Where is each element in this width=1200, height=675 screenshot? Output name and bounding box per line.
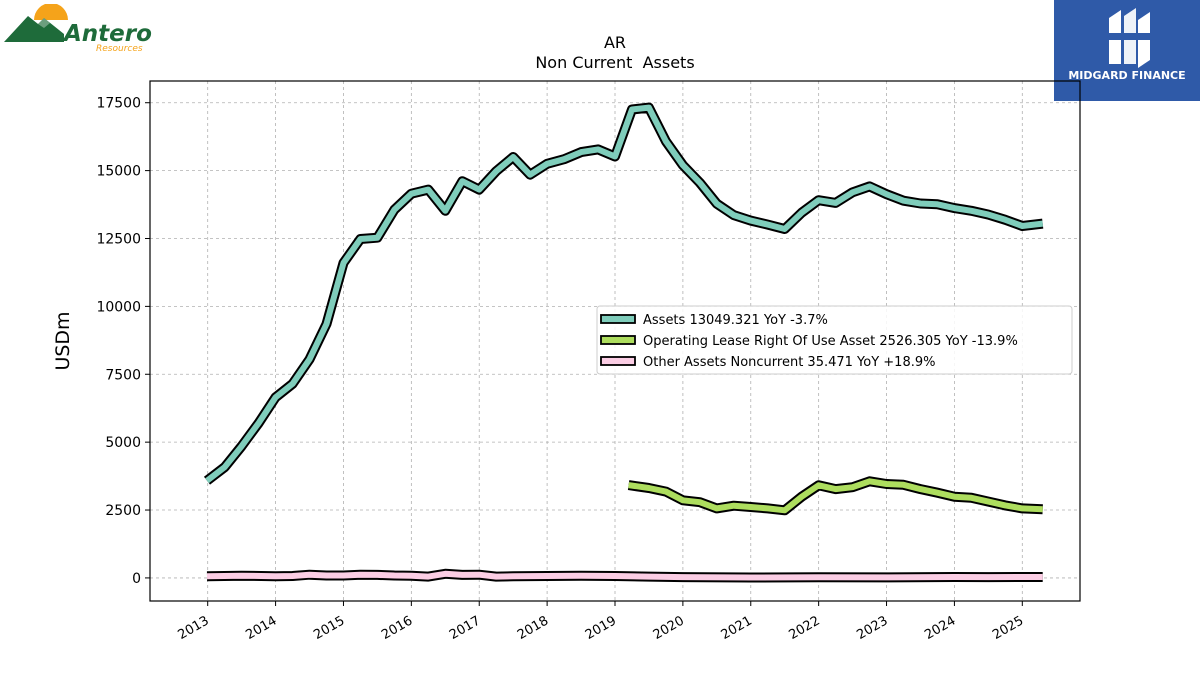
series-2 [627, 476, 1043, 516]
svg-text:Antero: Antero [62, 21, 152, 47]
midgard-finance-logo: MIDGARD FINANCE [1054, 0, 1200, 101]
series-line [205, 104, 1044, 484]
legend-box [596, 305, 1073, 375]
partner-logo-text: MIDGARD FINANCE [1068, 69, 1186, 82]
x-tick-label: 2025 [990, 613, 1026, 643]
y-tick-label: 7500 [105, 367, 141, 383]
x-tick-label: 2014 [243, 613, 279, 643]
x-tick-label: 2013 [176, 613, 212, 643]
x-tick-label: 2018 [515, 613, 551, 643]
x-tick-label: 2019 [583, 613, 619, 643]
y-tick-label: 5000 [105, 435, 141, 451]
x-axis-ticks: 2013 2014 2015 2016 2017 2018 2019 2020 2021 2022… [176, 601, 1026, 643]
y-axis-label: USDm [52, 311, 74, 370]
x-tick-label: 2015 [311, 613, 347, 643]
series-lines [203, 102, 1044, 583]
legend-swatch [600, 356, 636, 366]
x-tick-label: 2020 [651, 613, 687, 643]
series-1 [203, 102, 1044, 485]
x-tick-label: 2023 [854, 613, 890, 643]
legend-label: Operating Lease Right Of Use Asset 2526.… [643, 334, 1018, 349]
x-tick-label: 2016 [379, 613, 415, 643]
x-tick-label: 2021 [719, 613, 755, 643]
chart-title: AR [604, 33, 626, 52]
y-tick-label: 10000 [96, 299, 141, 315]
antero-resources-logo: Antero Resources [4, 3, 154, 54]
legend-swatch [600, 314, 636, 324]
series-3 [206, 568, 1043, 583]
legend-swatch [600, 335, 636, 345]
chart-subtitle: Non Current Assets [535, 53, 694, 72]
series-line [628, 478, 1043, 514]
y-axis-ticks: 0 2500 5000 7500 10000 12500 15000 17500 [96, 96, 150, 587]
series-line-outline [627, 476, 1043, 516]
y-tick-label: 17500 [96, 96, 141, 112]
x-tick-label: 2022 [786, 613, 822, 643]
legend: Assets 13049.321 YoY -3.7% Operating Leas… [596, 305, 1073, 375]
legend-label: Assets 13049.321 YoY -3.7% [643, 313, 828, 328]
y-tick-label: 12500 [96, 231, 141, 247]
y-tick-label: 0 [132, 571, 141, 587]
y-tick-label: 2500 [105, 503, 141, 519]
x-tick-label: 2024 [922, 613, 958, 643]
y-tick-label: 15000 [96, 164, 141, 180]
series-line [206, 570, 1043, 581]
x-tick-label: 2017 [447, 613, 483, 643]
legend-label: Other Assets Noncurrent 35.471 YoY +18.9… [643, 355, 935, 370]
svg-text:Resources: Resources [96, 44, 143, 54]
